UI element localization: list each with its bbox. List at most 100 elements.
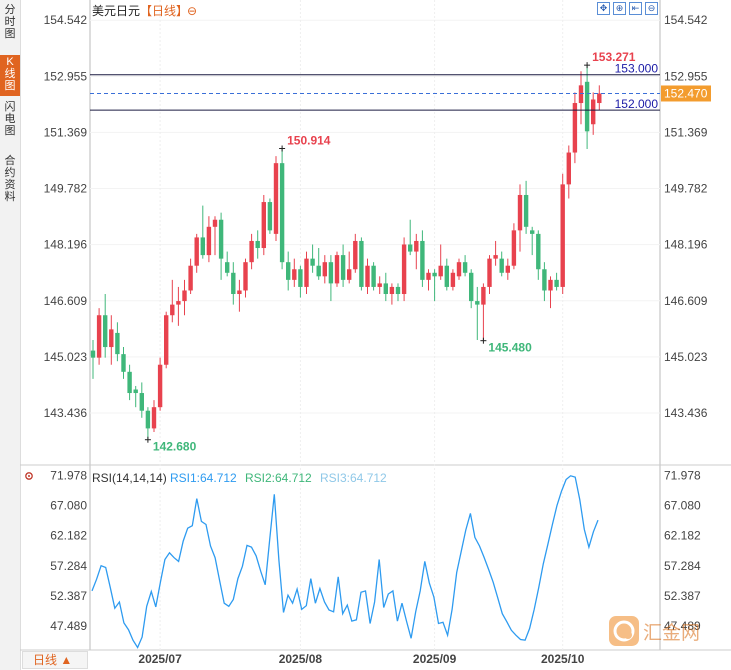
rsi-y-tick-left: 62.182 bbox=[50, 529, 87, 543]
candle-body bbox=[389, 286, 395, 295]
zoom-in-icon[interactable]: ⊕ bbox=[613, 2, 626, 15]
y-tick-label-left: 149.782 bbox=[44, 182, 88, 196]
candle bbox=[554, 272, 559, 291]
candle bbox=[304, 251, 309, 295]
candle bbox=[548, 276, 553, 309]
candle-body bbox=[340, 255, 346, 280]
candle-body bbox=[261, 202, 266, 249]
candle bbox=[426, 269, 431, 291]
candle-body bbox=[353, 240, 358, 270]
candle bbox=[261, 194, 266, 256]
candle-body bbox=[414, 240, 419, 252]
candle-body bbox=[432, 272, 437, 277]
candle-body bbox=[438, 265, 443, 277]
candle bbox=[530, 226, 535, 256]
y-tick-label-left: 154.542 bbox=[44, 13, 88, 27]
candle bbox=[176, 286, 181, 326]
candle bbox=[517, 184, 523, 252]
candle-body bbox=[225, 262, 230, 273]
candle bbox=[584, 65, 590, 150]
candle-body bbox=[103, 315, 108, 348]
tab-flash[interactable]: 闪电图 bbox=[4, 101, 16, 137]
candle bbox=[456, 258, 462, 280]
candle-body bbox=[279, 163, 285, 263]
rsi-y-tick-right: 71.978 bbox=[664, 468, 701, 482]
candle bbox=[103, 294, 108, 358]
candle bbox=[450, 269, 456, 291]
candle-body bbox=[493, 255, 498, 259]
candle-body bbox=[530, 230, 535, 234]
high-label: 153.271 bbox=[592, 50, 636, 64]
zoom-out-icon[interactable]: ⊖ bbox=[645, 2, 658, 15]
x-tick-label: 2025/07 bbox=[138, 652, 182, 666]
candle bbox=[188, 258, 193, 295]
candle-body bbox=[401, 244, 407, 295]
candle bbox=[133, 385, 138, 408]
candle-body bbox=[426, 272, 431, 280]
candle-body bbox=[322, 262, 327, 277]
candle-body bbox=[237, 290, 242, 295]
candle-body bbox=[408, 244, 413, 252]
candle-body bbox=[249, 240, 254, 263]
y-tick-label-right: 149.782 bbox=[664, 182, 708, 196]
candle-body bbox=[584, 81, 590, 132]
candle-body bbox=[462, 262, 468, 273]
move-icon[interactable]: ✥ bbox=[597, 2, 610, 15]
candle-body bbox=[170, 304, 175, 316]
candle bbox=[408, 219, 413, 256]
candle-body bbox=[566, 152, 571, 185]
candle bbox=[566, 145, 571, 199]
candle bbox=[353, 233, 358, 273]
candle bbox=[310, 244, 315, 273]
candle-body bbox=[188, 265, 193, 291]
candle bbox=[157, 357, 163, 411]
candle bbox=[523, 180, 529, 234]
current-price-tag bbox=[661, 85, 711, 102]
candle-body bbox=[194, 237, 199, 266]
tab-timeshare[interactable]: 分时图 bbox=[4, 4, 16, 40]
candle bbox=[279, 148, 285, 270]
candle-body bbox=[578, 85, 584, 104]
tab-contract-info[interactable]: 合约资料 bbox=[4, 155, 16, 203]
candle-body bbox=[231, 272, 236, 295]
horizontal-line-label: 152.000 bbox=[615, 97, 659, 111]
candle bbox=[359, 237, 364, 291]
candle bbox=[499, 251, 504, 277]
candle bbox=[255, 230, 260, 259]
candle-body bbox=[371, 265, 376, 287]
candle-body bbox=[420, 240, 425, 280]
y-tick-label-right: 152.955 bbox=[664, 69, 708, 83]
candle bbox=[218, 212, 224, 280]
candle-body bbox=[286, 262, 291, 280]
candle-body bbox=[304, 258, 309, 287]
y-tick-label-right: 151.369 bbox=[664, 125, 708, 139]
watermark-logo: 汇金网 bbox=[609, 616, 700, 646]
rsi-legend-rsi3: RSI3:64.712 bbox=[320, 471, 387, 485]
candle-body bbox=[292, 269, 297, 280]
candle bbox=[243, 258, 248, 298]
fit-icon[interactable]: ⇤ bbox=[629, 2, 642, 15]
rsi-y-tick-left: 52.387 bbox=[50, 589, 87, 603]
watermark-text: 汇金网 bbox=[643, 622, 700, 644]
candle-body bbox=[475, 301, 480, 305]
x-tick-label: 2025/08 bbox=[279, 652, 323, 666]
rsi-settings-icon[interactable] bbox=[25, 472, 33, 480]
candle bbox=[542, 262, 547, 302]
candle bbox=[365, 258, 370, 295]
candle-body bbox=[395, 286, 401, 295]
candle-body bbox=[499, 258, 504, 273]
candle bbox=[90, 339, 96, 379]
period-selector[interactable]: 日线 ▲ bbox=[22, 651, 88, 669]
candle-body bbox=[298, 269, 303, 287]
candle-body bbox=[481, 286, 486, 305]
candle-body bbox=[157, 364, 163, 408]
collapse-icon[interactable]: ⊖ bbox=[187, 4, 197, 18]
candle-body bbox=[121, 354, 126, 372]
candle bbox=[115, 322, 120, 362]
candle-body bbox=[591, 99, 596, 125]
candle bbox=[389, 283, 395, 305]
rsi-y-tick-left: 71.978 bbox=[50, 468, 87, 482]
candle bbox=[493, 240, 498, 266]
rsi-legend-title: RSI(14,14,14) bbox=[92, 471, 167, 485]
